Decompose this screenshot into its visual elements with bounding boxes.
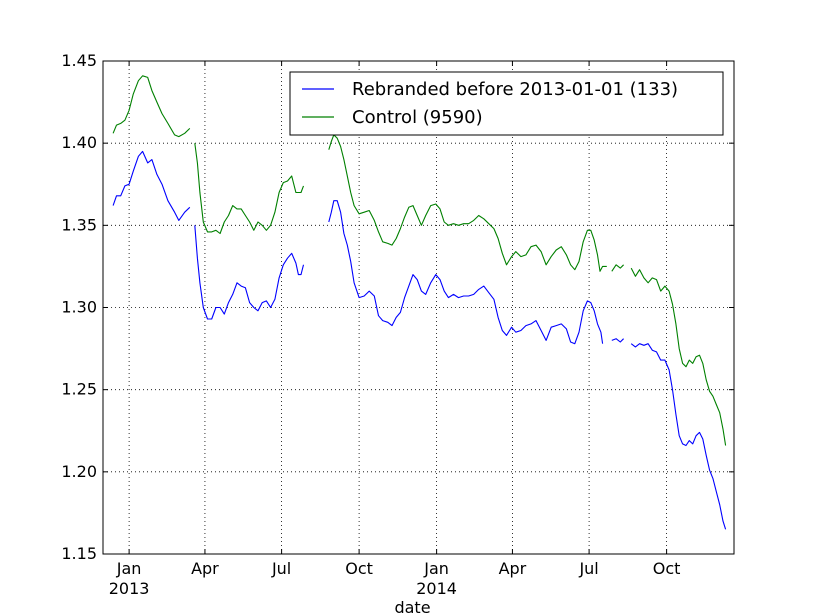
legend-label: Control (9590) <box>352 107 483 128</box>
series-line-segment <box>630 343 727 530</box>
x-tick-label: Oct <box>345 559 373 578</box>
y-tick-label: 1.25 <box>61 380 97 399</box>
y-tick-label: 1.15 <box>61 544 97 563</box>
series-line-segment <box>194 225 305 320</box>
x-tick-label: Jan <box>423 559 449 578</box>
x-tick-year-label: 2014 <box>416 579 457 598</box>
legend: Rebranded before 2013-01-01 (133) Control… <box>289 71 724 136</box>
y-tick-label: 1.35 <box>61 215 97 234</box>
series-line-segment <box>611 338 624 343</box>
series-0 <box>112 150 727 530</box>
series-line-segment <box>112 150 191 221</box>
x-axis-title: date <box>394 598 430 615</box>
x-tick-label: Apr <box>191 559 219 578</box>
x-tick-label: Jul <box>271 559 291 578</box>
series-1 <box>112 75 727 446</box>
series-line-segment <box>194 143 305 235</box>
series-line-segment <box>630 267 727 446</box>
series-lines <box>112 75 727 530</box>
series-line-segment <box>328 134 607 272</box>
legend-label: Rebranded before 2013-01-01 (133) <box>352 79 678 100</box>
x-tick-year-label: 2013 <box>109 579 150 598</box>
y-tick-label: 1.45 <box>61 51 97 70</box>
series-line-segment <box>611 264 624 272</box>
legend-box <box>289 71 724 136</box>
x-tick-label: Jul <box>578 559 598 578</box>
y-tick-label: 1.20 <box>61 462 97 481</box>
series-line-segment <box>112 75 191 138</box>
x-tick-label: Oct <box>653 559 681 578</box>
x-tick-label: Apr <box>499 559 527 578</box>
x-tick-label: Jan <box>116 559 142 578</box>
y-tick-label: 1.30 <box>61 298 97 317</box>
series-line-segment <box>328 200 604 345</box>
y-tick-label: 1.40 <box>61 133 97 152</box>
